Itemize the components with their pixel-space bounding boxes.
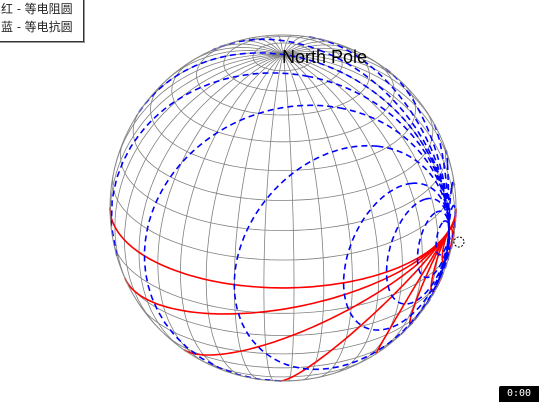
latitude-line <box>150 82 416 171</box>
longitude-line <box>282 38 322 55</box>
longitude-line <box>282 54 450 305</box>
longitude-line <box>114 54 284 288</box>
resistance-circle <box>109 207 457 289</box>
legend-box: 红 - 等电阻圆 蓝 - 等电抗圆 <box>0 0 84 42</box>
longitude-line <box>124 54 284 330</box>
reactance-circle <box>385 197 450 305</box>
resistance-circles <box>109 207 457 382</box>
longitude-line <box>138 54 284 353</box>
rotate-handle-icon[interactable] <box>453 236 465 248</box>
sphere-outline <box>109 34 457 382</box>
longitude-line <box>233 54 284 380</box>
reactance-circle <box>233 144 450 371</box>
longitude-line <box>282 54 353 378</box>
reactance-circle <box>448 180 456 250</box>
latitude-line <box>112 174 454 261</box>
longitude-line <box>282 54 380 374</box>
longitude-line <box>157 54 284 365</box>
longitude-line <box>248 37 284 55</box>
longitude-line <box>282 47 380 65</box>
longitude-line <box>282 54 439 338</box>
longitude-line <box>162 50 284 85</box>
north-pole-label: North Pole <box>282 47 368 67</box>
reactance-circle <box>211 38 450 290</box>
longitude-line <box>205 54 284 378</box>
longitude-line <box>263 54 284 382</box>
reactance-circle <box>448 204 457 241</box>
longitude-line <box>283 54 456 187</box>
resistance-circle <box>124 208 457 315</box>
reactance-circle <box>416 210 450 279</box>
longitude-line <box>282 54 295 382</box>
reactance-circle <box>143 104 450 382</box>
longitude-line <box>114 53 284 168</box>
longitude-line <box>282 54 325 381</box>
longitude-line <box>282 54 456 249</box>
reactance-circle <box>110 72 450 293</box>
longitude-line <box>264 35 284 55</box>
longitude-line <box>282 44 357 55</box>
reactance-circle <box>435 220 450 256</box>
legend-resistance-entry: 红 - 等电阻圆 <box>1 2 73 16</box>
longitude-line <box>282 36 306 55</box>
legend-reactance-entry: 蓝 - 等电抗圆 <box>1 20 73 34</box>
latitude-line <box>194 356 372 378</box>
longitude-line <box>282 34 292 55</box>
longitude-line <box>134 52 284 119</box>
longitude-line <box>189 46 284 63</box>
longitude-line <box>180 54 284 373</box>
playback-timer[interactable]: 0:00 <box>499 386 539 402</box>
longitude-line <box>109 54 284 238</box>
